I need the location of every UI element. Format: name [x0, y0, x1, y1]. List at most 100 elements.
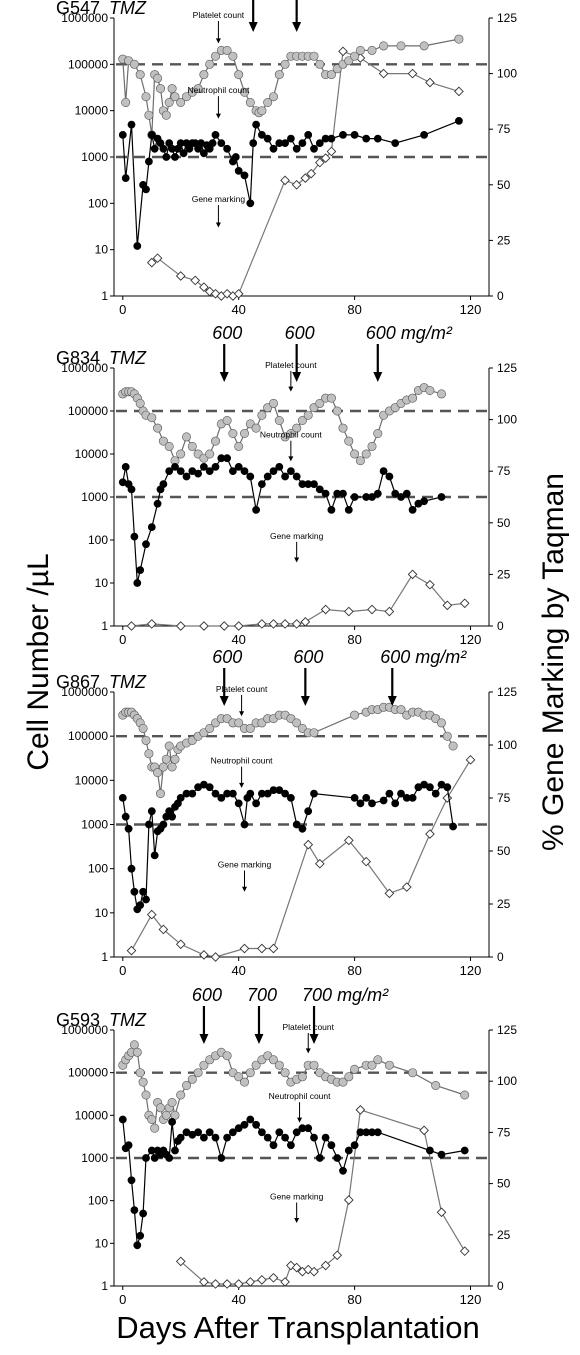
neutrophil-point [454, 117, 463, 125]
neutrophil-point [350, 493, 359, 501]
gene-point [306, 168, 316, 179]
neutrophil-annotation-arrowhead [239, 782, 245, 788]
platelet-point [138, 723, 148, 733]
neutrophil-point [292, 144, 301, 153]
neutrophil-point [124, 824, 133, 833]
neutrophil-point [246, 199, 255, 208]
neutrophil-point [153, 499, 162, 508]
treatment-label: TMZ [109, 0, 147, 18]
neutrophil-point [234, 166, 243, 175]
neutrophil-point [292, 820, 301, 829]
x-tick-label: 40 [231, 632, 245, 647]
platelet-annotation-arrowhead [305, 1048, 311, 1054]
neutrophil-point [298, 824, 307, 833]
neutrophil-point [127, 864, 136, 873]
x-tick-label: 80 [347, 632, 361, 647]
neutrophil-point [188, 789, 197, 798]
gene-point [407, 569, 418, 580]
gene-point [146, 909, 157, 920]
dose-arrowhead [373, 372, 383, 382]
neutrophil-point [205, 783, 214, 792]
gene-point [338, 46, 348, 57]
neutrophil-point [321, 1133, 330, 1142]
y-right-tick-label: 125 [497, 1023, 517, 1037]
dose-arrowhead [292, 372, 302, 382]
gene-point [384, 888, 395, 899]
y-left-tick-label: 100 [88, 1194, 108, 1208]
platelet-point [251, 1060, 261, 1070]
neutrophil-point [292, 1128, 301, 1137]
neutrophil-point [150, 144, 159, 153]
platelet-point [309, 1060, 319, 1070]
neutrophil-point [373, 489, 382, 498]
platelet-point [367, 45, 377, 55]
platelet-point [135, 398, 145, 408]
y-left-tick-label: 10000 [75, 104, 109, 118]
y-left-tick-label: 10 [95, 1236, 109, 1250]
platelet-annotation-arrowhead [239, 711, 245, 717]
gene-annotation-arrowhead [215, 222, 221, 228]
y-right-tick-label: 50 [497, 844, 511, 858]
platelet-point [338, 1077, 348, 1087]
platelet-point [263, 98, 273, 108]
neutrophil-point [420, 130, 428, 139]
gene-point [175, 939, 186, 950]
platelet-point [205, 449, 215, 459]
neutrophil-point [286, 134, 295, 143]
neutrophil-point [304, 807, 313, 816]
platelet-point [292, 423, 302, 433]
neutrophil-point [315, 1154, 324, 1162]
dose-label: 600 mg/m² [380, 647, 467, 667]
neutrophil-point [373, 1128, 382, 1137]
platelet-point [344, 436, 354, 446]
neutrophil-point [240, 1120, 249, 1129]
y-right-tick-label: 25 [497, 233, 511, 247]
neutrophil-point [182, 472, 191, 481]
platelet-point [373, 1055, 383, 1065]
gene-point [199, 950, 209, 960]
platelet-point [170, 92, 180, 102]
neutrophil-point [257, 130, 266, 139]
y-right-tick-label: 50 [497, 516, 511, 530]
neutrophil-line [122, 783, 454, 911]
platelet-point [199, 70, 209, 80]
platelet-point [222, 45, 232, 55]
y-left-tick-label: 1 [101, 289, 108, 303]
y-left-tick-label: 1000 [81, 818, 108, 832]
y-right-tick-label: 75 [497, 791, 511, 805]
neutrophil-point [252, 799, 260, 808]
neutrophil-point [133, 1241, 142, 1250]
platelet-point [257, 410, 267, 420]
y-left-tick-label: 1000 [81, 1151, 108, 1165]
patient-id: G547 [56, 0, 100, 18]
y-left-tick-label: 1 [101, 1279, 108, 1293]
gene-point [239, 943, 250, 954]
y-left-tick-label: 100 [88, 533, 108, 547]
neutrophil-point [304, 130, 313, 139]
platelet-point [425, 385, 435, 395]
y-right-tick-label: 50 [497, 178, 511, 192]
neutrophil-point [165, 1154, 174, 1162]
neutrophil-point [147, 807, 156, 816]
gene-point [419, 1125, 429, 1136]
neutrophil-point [333, 1154, 342, 1162]
panel-g593: 1 10 100 1000 10000 100000 1000000 0 25 50 75 100 12… [56, 985, 517, 1307]
platelet-point [187, 441, 197, 451]
neutrophil-point [133, 579, 142, 587]
platelet-point [141, 735, 151, 745]
neutrophil-point [246, 472, 255, 481]
neutrophil-point [292, 472, 301, 481]
neutrophil-point [171, 153, 179, 161]
treatment-label: TMZ [109, 348, 147, 368]
platelet-point [158, 762, 168, 772]
platelet-point [164, 441, 174, 451]
dose-label: 600 [285, 323, 315, 343]
dose-label: 600 [212, 647, 242, 667]
dose-label: 600 [212, 323, 242, 343]
gene-point [401, 882, 412, 892]
platelet-point [379, 41, 389, 51]
y-right-tick-label: 0 [497, 1279, 504, 1293]
platelet-point [373, 428, 383, 438]
platelet-point [245, 1068, 255, 1078]
